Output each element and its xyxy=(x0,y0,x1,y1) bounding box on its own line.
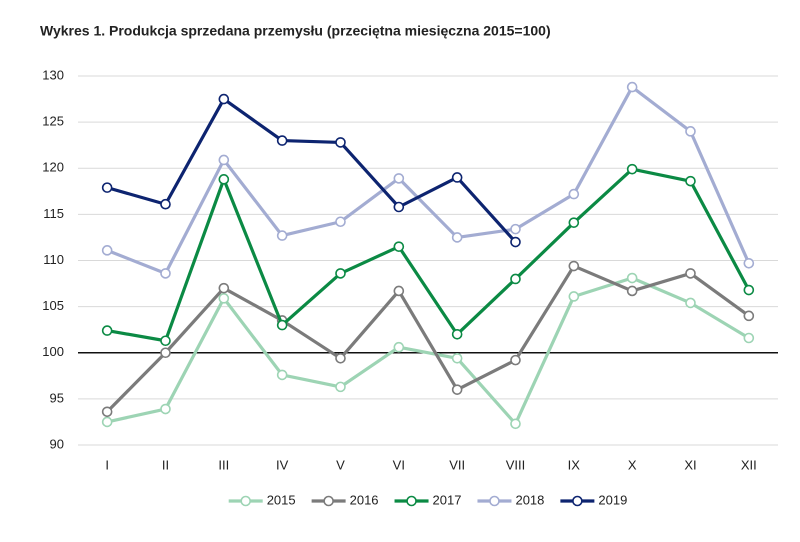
point xyxy=(218,93,230,105)
point xyxy=(276,230,288,241)
legend-label: 2017 xyxy=(433,492,462,507)
series-line xyxy=(106,264,750,413)
point xyxy=(335,268,346,279)
series-line xyxy=(106,85,751,276)
legend-label: 2015 xyxy=(267,492,296,507)
legend-label: 2016 xyxy=(350,492,379,507)
point xyxy=(218,293,230,304)
point xyxy=(101,416,113,428)
y-tick-label: 105 xyxy=(42,298,64,313)
point xyxy=(393,173,405,184)
point xyxy=(101,406,113,418)
legend: 2015 2016 2017 2018 2019 xyxy=(228,492,627,507)
point xyxy=(160,335,171,347)
point xyxy=(160,268,171,279)
x-tick-label: X xyxy=(628,457,637,472)
point xyxy=(626,272,638,284)
legend-marker xyxy=(572,495,583,507)
point xyxy=(451,172,463,183)
x-tick-label: VIII xyxy=(506,457,526,472)
point xyxy=(335,381,346,393)
point xyxy=(568,188,580,200)
x-tick-label: II xyxy=(162,457,169,472)
y-tick-label: 125 xyxy=(42,114,64,129)
point xyxy=(451,232,463,243)
point xyxy=(101,182,113,193)
point xyxy=(626,285,638,297)
point xyxy=(451,328,463,340)
y-tick-label: 100 xyxy=(42,344,64,359)
x-tick-label: XI xyxy=(684,457,696,472)
point xyxy=(393,201,405,213)
y-tick-label: 90 xyxy=(50,436,64,451)
point xyxy=(685,297,696,309)
point xyxy=(393,285,405,297)
point xyxy=(218,154,230,166)
series-line xyxy=(106,97,517,244)
legend-marker xyxy=(240,495,251,507)
y-tick-label: 120 xyxy=(42,160,64,175)
point xyxy=(568,291,580,302)
point xyxy=(510,273,521,285)
point xyxy=(276,369,288,381)
y-tick-label: 115 xyxy=(43,206,64,221)
point xyxy=(626,163,638,175)
point xyxy=(568,217,580,228)
legend-marker xyxy=(406,495,417,507)
series-line xyxy=(106,276,750,426)
x-tick-label: I xyxy=(105,457,109,472)
point xyxy=(510,236,521,248)
series-line xyxy=(106,167,751,343)
x-tick-label: VI xyxy=(393,457,405,472)
y-tick-label: 110 xyxy=(43,252,64,267)
point xyxy=(160,198,171,210)
point xyxy=(160,403,171,415)
point xyxy=(743,257,755,269)
legend-marker xyxy=(489,495,500,507)
x-tick-label: III xyxy=(218,457,229,472)
point xyxy=(335,352,346,364)
point xyxy=(685,268,696,279)
chart-title: Wykres 1. Produkcja sprzedana przemysłu … xyxy=(40,23,551,39)
point xyxy=(160,347,171,359)
point xyxy=(510,354,521,366)
x-tick-label: VII xyxy=(449,457,465,472)
y-tick-label: 130 xyxy=(42,67,64,82)
legend-marker xyxy=(323,495,334,507)
x-tick-label: V xyxy=(336,457,345,472)
point xyxy=(743,284,755,296)
y-tick-label: 95 xyxy=(50,390,64,405)
point xyxy=(101,245,113,256)
point xyxy=(685,126,696,137)
point xyxy=(743,310,755,322)
point xyxy=(510,223,521,235)
point xyxy=(510,418,521,430)
point xyxy=(335,137,346,148)
x-tick-label: IV xyxy=(276,457,289,472)
x-tick-label: XII xyxy=(741,457,757,472)
point xyxy=(743,332,755,344)
point xyxy=(568,260,580,272)
point xyxy=(218,282,230,294)
point xyxy=(335,216,346,228)
legend-label: 2019 xyxy=(598,492,627,507)
point xyxy=(218,174,230,185)
point xyxy=(276,319,288,331)
point xyxy=(101,325,113,336)
point xyxy=(685,175,696,187)
x-tick-label: IX xyxy=(568,457,581,472)
point xyxy=(393,241,405,252)
point xyxy=(451,384,463,395)
point xyxy=(451,352,463,364)
point xyxy=(276,135,288,146)
legend-label: 2018 xyxy=(515,492,544,507)
point xyxy=(393,341,405,353)
point xyxy=(626,81,638,93)
